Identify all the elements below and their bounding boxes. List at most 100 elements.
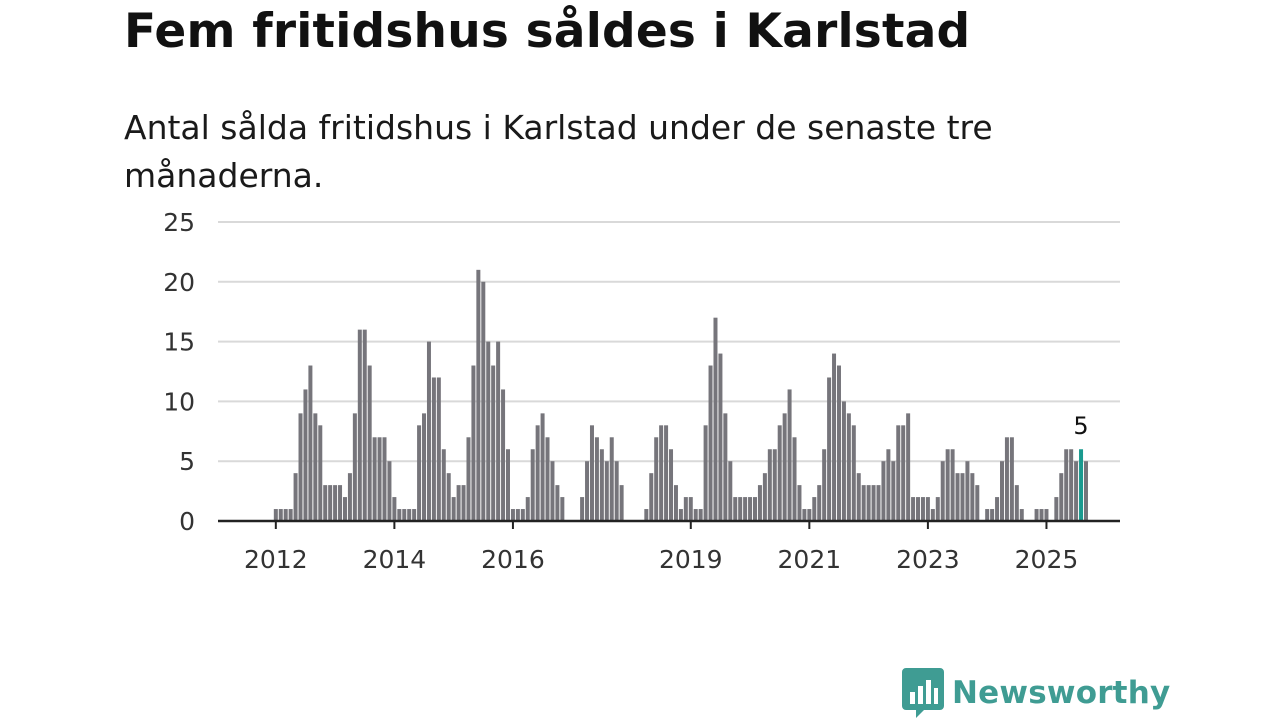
bar: [426, 341, 431, 521]
bar: [1083, 461, 1088, 521]
bar: [649, 473, 654, 521]
bar: [585, 461, 590, 521]
bar: [387, 461, 392, 521]
bar: [688, 497, 693, 521]
bar: [323, 485, 328, 521]
bar: [1004, 437, 1009, 521]
bar: [540, 413, 545, 521]
bar: [975, 485, 980, 521]
bar: [318, 425, 323, 521]
bar: [412, 509, 417, 521]
bar: [530, 449, 535, 521]
bar: [283, 509, 288, 521]
bar: [995, 497, 1000, 521]
bar: [392, 497, 397, 521]
bar: [496, 341, 501, 521]
bar: [293, 473, 298, 521]
y-tick-label: 5: [179, 447, 195, 476]
bar: [1034, 509, 1039, 521]
bar: [673, 485, 678, 521]
y-tick-label: 15: [163, 328, 195, 357]
bar: [930, 509, 935, 521]
bar: [560, 497, 565, 521]
bar: [718, 353, 723, 521]
bar: [876, 485, 881, 521]
x-tick-label: 2016: [481, 545, 545, 574]
bar: [525, 497, 530, 521]
bar: [792, 437, 797, 521]
bar: [338, 485, 343, 521]
bar: [901, 425, 906, 521]
bar: [303, 389, 308, 521]
bar: [594, 437, 599, 521]
bar: [501, 389, 506, 521]
bar: [441, 449, 446, 521]
bar: [1044, 509, 1049, 521]
bar: [599, 449, 604, 521]
bar: [407, 509, 412, 521]
bar: [644, 509, 649, 521]
bar: [461, 485, 466, 521]
chart-title: Fem fritidshus såldes i Karlstad: [124, 4, 971, 59]
bar: [520, 509, 525, 521]
bar: [757, 485, 762, 521]
bar: [683, 497, 688, 521]
bar: [812, 497, 817, 521]
bar: [703, 425, 708, 521]
bar: [555, 485, 560, 521]
bar: [491, 365, 496, 521]
bar: [580, 497, 585, 521]
bar: [807, 509, 812, 521]
bar: [1059, 473, 1064, 521]
bar: [846, 413, 851, 521]
bar: [708, 365, 713, 521]
bar: [802, 509, 807, 521]
bar: [476, 269, 481, 521]
bar: [743, 497, 748, 521]
newsworthy-chart-bubble-icon: [902, 668, 944, 718]
x-axis: 2012 2014 2016 2019 2021 2023 2025: [218, 519, 1120, 574]
bar: [377, 437, 382, 521]
bar: [664, 425, 669, 521]
x-tick-label: 2023: [896, 545, 960, 574]
bar: [328, 485, 333, 521]
bar: [817, 485, 822, 521]
bar: [382, 437, 387, 521]
chart-subtitle: Antal sålda fritidshus i Karlstad under …: [124, 108, 993, 195]
bar: [308, 365, 313, 521]
bar: [777, 425, 782, 521]
bar: [767, 449, 772, 521]
data-labels: 5: [1073, 412, 1088, 440]
bar: [990, 509, 995, 521]
bar: [471, 365, 476, 521]
bar: [940, 461, 945, 521]
bar: [881, 461, 886, 521]
bar: [836, 365, 841, 521]
bar: [950, 449, 955, 521]
bar: [550, 461, 555, 521]
bar: [451, 497, 456, 521]
bar: [861, 485, 866, 521]
bar: [347, 473, 352, 521]
y-tick-label: 0: [179, 507, 195, 536]
bar: [436, 377, 441, 521]
latest-value-label: 5: [1073, 412, 1088, 440]
bar: [298, 413, 303, 521]
x-tick-label: 2019: [659, 545, 723, 574]
bar: [945, 449, 950, 521]
bar: [970, 473, 975, 521]
bar: [1014, 485, 1019, 521]
x-tick-label: 2014: [363, 545, 427, 574]
bar: [698, 509, 703, 521]
bars: [273, 269, 1088, 521]
bar: [1039, 509, 1044, 521]
bar: [659, 425, 664, 521]
bar: [545, 437, 550, 521]
bar: [486, 341, 491, 521]
bar: [535, 425, 540, 521]
bar: [935, 497, 940, 521]
bar: [772, 449, 777, 521]
bar: [797, 485, 802, 521]
bar: [851, 425, 856, 521]
y-tick-label: 20: [163, 268, 195, 297]
